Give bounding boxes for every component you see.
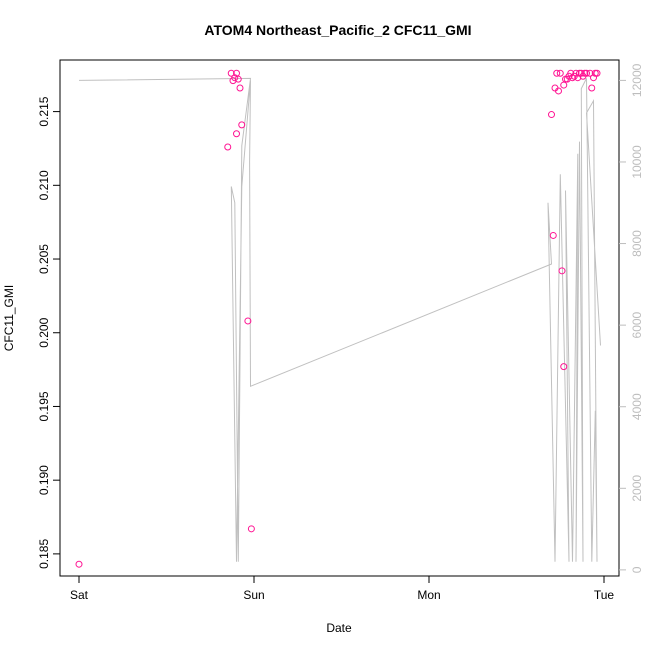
y2-tick-label: 2000	[630, 475, 644, 502]
x-tick-label: Sat	[70, 588, 89, 602]
data-point	[555, 87, 562, 95]
data-point	[560, 81, 568, 89]
data-point	[549, 231, 557, 239]
data-point	[224, 143, 232, 151]
y2-tick-label: 6000	[630, 311, 644, 338]
data-point	[233, 130, 240, 138]
data-point	[238, 121, 246, 129]
data-point	[558, 267, 566, 275]
data-point	[553, 69, 561, 77]
x-tick-label: Sun	[243, 588, 264, 602]
series-line	[78, 77, 601, 562]
x-axis: Sat Sun Mon Tue	[70, 576, 614, 602]
data-point	[572, 69, 580, 77]
data-point	[569, 74, 576, 82]
y-tick-label: 0.185	[37, 539, 51, 569]
y-tick-label: 0.205	[37, 244, 51, 274]
y-axis-label: CFC11_GMI	[2, 285, 16, 351]
data-point	[583, 69, 590, 77]
data-point	[590, 74, 597, 82]
data-point	[244, 317, 252, 325]
data-point	[227, 69, 235, 77]
data-point	[75, 560, 83, 568]
y-axis: 0.185 0.190 0.195 0.200 0.205 0.210 0.215	[37, 96, 60, 569]
x-tick-label: Tue	[594, 588, 615, 602]
y-tick-label: 0.215	[37, 96, 51, 126]
data-point	[556, 69, 564, 77]
point-series-layer	[75, 69, 601, 568]
data-point	[593, 69, 601, 77]
y2-tick-label: 10000	[630, 145, 644, 179]
chart-title: ATOM4 Northeast_Pacific_2 CFC11_GMI	[204, 22, 471, 38]
data-point	[247, 525, 255, 533]
y-tick-label: 0.210	[37, 170, 51, 200]
x-axis-label: Date	[326, 621, 352, 635]
y-tick-label: 0.195	[37, 391, 51, 421]
y2-axis: 0 2000 4000 6000 8000 10000 12000	[619, 63, 644, 573]
data-point	[586, 69, 594, 77]
data-point	[236, 84, 244, 92]
data-point	[560, 363, 568, 371]
line-series-layer	[78, 77, 601, 562]
y2-tick-label: 12000	[630, 63, 644, 97]
y-tick-label: 0.190	[37, 465, 51, 495]
y2-tick-label: 4000	[630, 393, 644, 420]
plot-frame	[59, 59, 620, 577]
data-point	[588, 84, 596, 92]
data-point	[234, 75, 242, 83]
data-point	[548, 111, 555, 119]
y2-tick-label: 8000	[630, 230, 644, 257]
y-tick-label: 0.200	[37, 317, 51, 347]
x-tick-label: Mon	[417, 588, 440, 602]
y2-tick-label: 0	[630, 566, 644, 573]
